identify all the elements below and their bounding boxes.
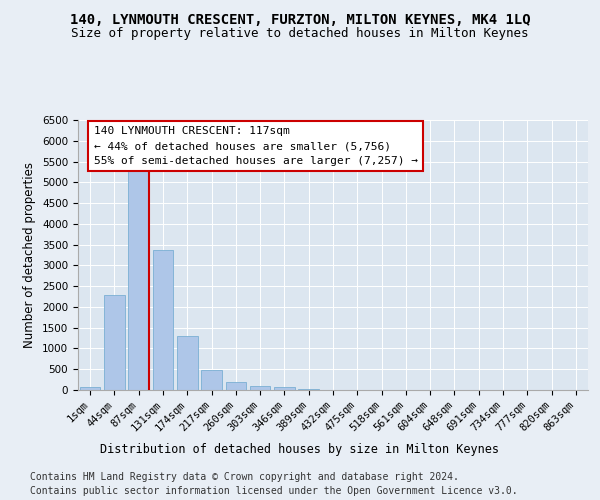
Text: Distribution of detached houses by size in Milton Keynes: Distribution of detached houses by size … xyxy=(101,442,499,456)
Bar xyxy=(274,387,295,390)
Bar xyxy=(226,382,246,390)
Bar xyxy=(177,336,197,390)
Text: Size of property relative to detached houses in Milton Keynes: Size of property relative to detached ho… xyxy=(71,28,529,40)
Text: 140, LYNMOUTH CRESCENT, FURZTON, MILTON KEYNES, MK4 1LQ: 140, LYNMOUTH CRESCENT, FURZTON, MILTON … xyxy=(70,12,530,26)
Bar xyxy=(80,387,100,390)
Bar xyxy=(104,296,125,390)
Text: Contains HM Land Registry data © Crown copyright and database right 2024.: Contains HM Land Registry data © Crown c… xyxy=(30,472,459,482)
Text: 140 LYNMOUTH CRESCENT: 117sqm
← 44% of detached houses are smaller (5,756)
55% o: 140 LYNMOUTH CRESCENT: 117sqm ← 44% of d… xyxy=(94,126,418,166)
Bar xyxy=(250,386,271,390)
Text: Contains public sector information licensed under the Open Government Licence v3: Contains public sector information licen… xyxy=(30,486,518,496)
Bar xyxy=(298,388,319,390)
Bar xyxy=(128,166,149,390)
Bar xyxy=(201,370,222,390)
Y-axis label: Number of detached properties: Number of detached properties xyxy=(23,162,37,348)
Bar xyxy=(152,250,173,390)
